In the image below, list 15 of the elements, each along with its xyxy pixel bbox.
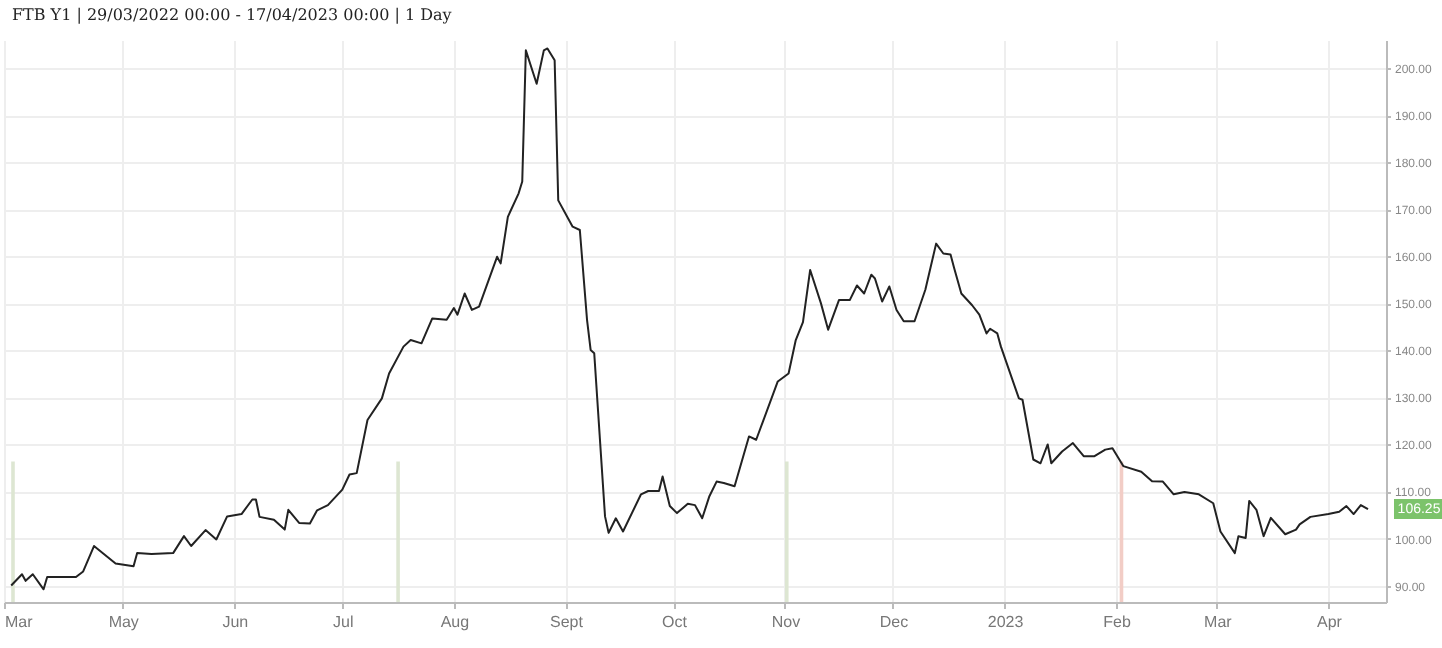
x-tick-label: 2023 xyxy=(987,613,1025,631)
x-tick-label: Nov xyxy=(771,613,801,631)
x-tick-label: Apr xyxy=(1316,613,1343,631)
line-series xyxy=(10,47,1370,591)
x-tick-label: Feb xyxy=(1103,613,1132,631)
x-tick-label: Jun xyxy=(222,613,249,631)
x-tick-label: Oct xyxy=(661,613,689,631)
x-tick-label: Aug xyxy=(440,613,470,631)
x-tick-label: Sept xyxy=(549,613,585,631)
x-tick-label: Jul xyxy=(333,613,354,631)
x-tick-label: May xyxy=(108,613,139,631)
chart-title: FTB Y1 | 29/03/2022 00:00 - 17/04/2023 00:00 | 1 Day xyxy=(12,6,453,24)
x-tick-label: Dec xyxy=(879,613,909,631)
x-tick-label: Mar xyxy=(5,613,34,631)
x-tick-label: Mar xyxy=(1204,613,1233,631)
